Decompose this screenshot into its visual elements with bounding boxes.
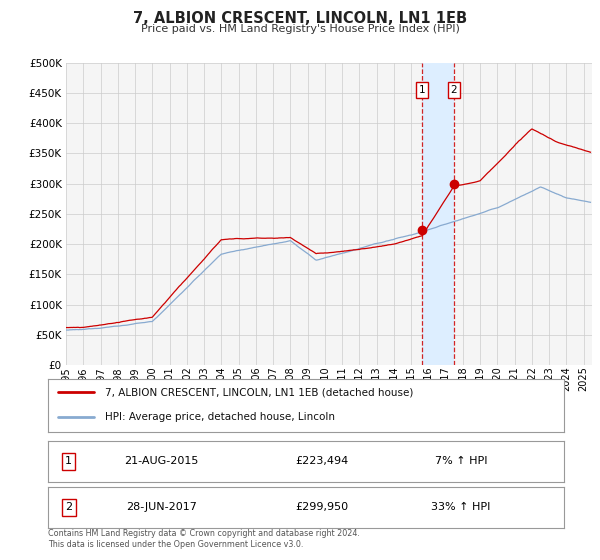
Text: 2: 2 bbox=[65, 502, 72, 512]
Text: 7% ↑ HPI: 7% ↑ HPI bbox=[434, 456, 487, 466]
Bar bbox=[422, 63, 454, 365]
Text: 1: 1 bbox=[419, 85, 425, 95]
Text: Price paid vs. HM Land Registry's House Price Index (HPI): Price paid vs. HM Land Registry's House … bbox=[140, 24, 460, 34]
Text: 28-JUN-2017: 28-JUN-2017 bbox=[126, 502, 197, 512]
Text: 2: 2 bbox=[451, 85, 457, 95]
Text: 7, ALBION CRESCENT, LINCOLN, LN1 1EB (detached house): 7, ALBION CRESCENT, LINCOLN, LN1 1EB (de… bbox=[105, 388, 413, 398]
Text: £299,950: £299,950 bbox=[295, 502, 348, 512]
Text: £223,494: £223,494 bbox=[295, 456, 348, 466]
Text: Contains HM Land Registry data © Crown copyright and database right 2024.
This d: Contains HM Land Registry data © Crown c… bbox=[48, 529, 360, 549]
Text: 1: 1 bbox=[65, 456, 72, 466]
Text: 21-AUG-2015: 21-AUG-2015 bbox=[124, 456, 199, 466]
Text: 7, ALBION CRESCENT, LINCOLN, LN1 1EB: 7, ALBION CRESCENT, LINCOLN, LN1 1EB bbox=[133, 11, 467, 26]
Text: HPI: Average price, detached house, Lincoln: HPI: Average price, detached house, Linc… bbox=[105, 412, 335, 422]
Text: 33% ↑ HPI: 33% ↑ HPI bbox=[431, 502, 490, 512]
